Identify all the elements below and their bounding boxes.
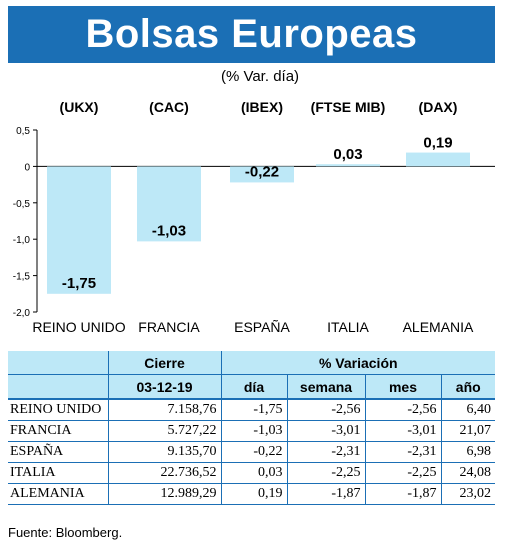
cell-cierre: 7.158,76 (108, 399, 222, 421)
header-variacion: % Variación (221, 351, 495, 375)
y-tick-label: -2,0 (13, 308, 31, 319)
cell-semana: -1,87 (287, 483, 366, 505)
cell-semana: -3,01 (287, 420, 366, 442)
y-tick-label: 0,5 (16, 126, 30, 137)
index-label: (DAX) (419, 99, 458, 115)
cell-ano: 24,08 (441, 462, 495, 484)
index-label: (IBEX) (241, 99, 283, 115)
x-tick-label: ITALIA (327, 319, 369, 335)
cell-country: FRANCIA (8, 420, 109, 442)
bar (137, 166, 201, 242)
header-semana: semana (287, 374, 366, 400)
cell-semana: -2,56 (287, 399, 366, 421)
table-row: ITALIA 22.736,52 0,03 -2,25 -2,25 24,08 (8, 462, 495, 484)
index-label: (FTSE MIB) (311, 99, 386, 115)
y-tick-label: -0,5 (13, 199, 31, 210)
header-empty-2 (8, 374, 109, 400)
page-title: Bolsas Europeas (85, 12, 418, 56)
cell-ano: 6,98 (441, 441, 495, 463)
cell-dia: 0,19 (221, 483, 288, 505)
data-label: -1,03 (152, 222, 186, 239)
header-cierre: Cierre (108, 351, 222, 375)
stocks-table: Cierre % Variación 03-12-19 día semana m… (8, 351, 495, 505)
cell-mes: -2,25 (365, 462, 442, 484)
table-row: REINO UNIDO 7.158,76 -1,75 -2,56 -2,56 6… (8, 399, 495, 421)
cell-semana: -2,31 (287, 441, 366, 463)
cell-ano: 6,40 (441, 399, 495, 421)
bar (230, 166, 294, 183)
data-label: -0,22 (245, 163, 279, 180)
bar (316, 164, 380, 167)
cell-mes: -3,01 (365, 420, 442, 442)
cell-ano: 23,02 (441, 483, 495, 505)
table-row: FRANCIA 5.727,22 -1,03 -3,01 -3,01 21,07 (8, 420, 495, 442)
header-ano: año (441, 374, 495, 400)
x-tick-label: REINO UNIDO (32, 319, 125, 335)
cell-country: ESPAÑA (8, 441, 109, 463)
cell-dia: -0,22 (221, 441, 288, 463)
cell-cierre: 5.727,22 (108, 420, 222, 442)
cell-country: ITALIA (8, 462, 109, 484)
table-row: ESPAÑA 9.135,70 -0,22 -2,31 -2,31 6,98 (8, 441, 495, 463)
cell-cierre: 12.989,29 (108, 483, 222, 505)
cell-country: ALEMANIA (8, 483, 109, 505)
index-label: (CAC) (149, 99, 189, 115)
cell-mes: -2,56 (365, 399, 442, 421)
cell-cierre: 9.135,70 (108, 441, 222, 463)
cell-dia: -1,75 (221, 399, 288, 421)
y-tick-label: -1,0 (13, 235, 31, 246)
table-row: ALEMANIA 12.989,29 0,19 -1,87 -1,87 23,0… (8, 483, 495, 505)
header-dia: día (221, 374, 288, 400)
cell-mes: -1,87 (365, 483, 442, 505)
source-note: Fuente: Bloomberg. (8, 525, 123, 540)
cell-dia: 0,03 (221, 462, 288, 484)
title-banner: Bolsas Europeas (8, 6, 495, 63)
y-tick-label: 0 (24, 162, 30, 173)
header-date: 03-12-19 (108, 374, 222, 400)
header-mes: mes (365, 374, 442, 400)
cell-ano: 21,07 (441, 420, 495, 442)
y-tick-label: -1,5 (13, 272, 31, 283)
cell-cierre: 22.736,52 (108, 462, 222, 484)
cell-dia: -1,03 (221, 420, 288, 442)
cell-semana: -2,25 (287, 462, 366, 484)
x-tick-label: ALEMANIA (403, 319, 474, 335)
bar (47, 166, 111, 294)
data-label: 0,03 (333, 146, 362, 163)
data-label: -1,75 (62, 275, 96, 292)
cell-country: REINO UNIDO (8, 399, 109, 421)
header-empty (8, 351, 109, 375)
bar-chart: 0,5 0 -0,5 -1,0 -1,5 -2,0 -1,75 (UKX) REINO UNID… (13, 99, 495, 335)
x-tick-label: ESPAÑA (234, 319, 290, 335)
bar (406, 152, 470, 167)
chart-subtitle: (% Var. día) (220, 68, 300, 85)
x-tick-label: FRANCIA (138, 319, 200, 335)
cell-mes: -2,31 (365, 441, 442, 463)
index-label: (UKX) (60, 99, 99, 115)
data-label: 0,19 (423, 135, 452, 152)
